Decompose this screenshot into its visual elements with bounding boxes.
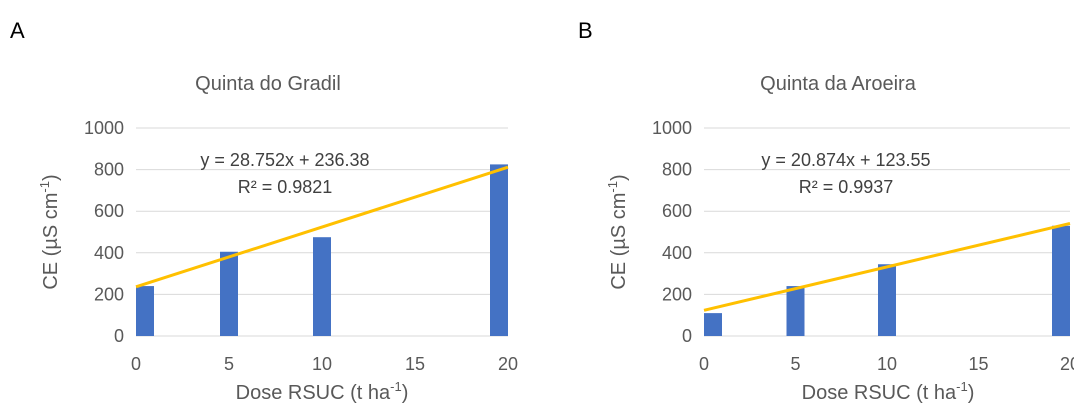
- x-axis-label-end: ): [402, 382, 409, 404]
- y-axis-label: CE (µS cm-1): [37, 174, 62, 289]
- trendline: [703, 222, 1071, 312]
- panel-letter: B: [578, 18, 593, 43]
- x-tick-label: 20: [1060, 354, 1074, 374]
- bar-dose-10: [878, 264, 896, 336]
- bar-dose-20: [490, 164, 508, 336]
- y-tick-label: 0: [682, 326, 692, 346]
- x-tick-label: 10: [877, 354, 897, 374]
- y-axis-label-end: ): [40, 174, 62, 181]
- trendline: [135, 165, 509, 289]
- y-axis-label-sup: -1: [605, 181, 620, 193]
- y-axis-label: CE (µS cm-1): [605, 174, 630, 289]
- y-tick-label: 800: [94, 160, 124, 180]
- y-axis-label-text: CE (µS cm: [608, 193, 630, 290]
- y-tick-label: 1000: [84, 118, 124, 138]
- y-tick-label: 200: [662, 284, 692, 304]
- x-axis-label-sup: -1: [390, 379, 402, 394]
- bar-dose-10: [313, 237, 331, 336]
- x-axis-label-end: ): [968, 382, 975, 404]
- x-axis-label: Dose RSUC (t ha-1): [802, 379, 975, 404]
- x-tick-label: 5: [790, 354, 800, 374]
- x-tick-label: 15: [968, 354, 988, 374]
- y-tick-label: 800: [662, 160, 692, 180]
- x-tick-label: 5: [224, 354, 234, 374]
- y-tick-label: 200: [94, 284, 124, 304]
- bar-dose-0: [136, 286, 154, 336]
- trendline-equation: y = 28.752x + 236.38: [200, 150, 369, 170]
- x-tick-label: 15: [405, 354, 425, 374]
- bar-dose-20: [1052, 225, 1070, 336]
- chart-title: Quinta da Aroeira: [760, 73, 917, 95]
- bar-dose-5: [220, 251, 238, 336]
- y-axis-label-sup: -1: [37, 181, 52, 193]
- bar-dose-5: [786, 286, 805, 336]
- y-tick-label: 0: [114, 326, 124, 346]
- x-axis-label-text: Dose RSUC (t ha: [236, 382, 391, 404]
- trendline-r2: R² = 0.9937: [799, 177, 894, 197]
- chart-panel-b: B Quinta da Aroeira 0 200 400 600 800 1000 0 5 10 1…: [578, 18, 1074, 404]
- x-tick-label: 10: [312, 354, 332, 374]
- x-axis-label: Dose RSUC (t ha-1): [236, 379, 409, 404]
- y-tick-label: 600: [94, 201, 124, 221]
- trendline-equation: y = 20.874x + 123.55: [761, 150, 930, 170]
- trendline-r2: R² = 0.9821: [238, 177, 333, 197]
- bar-dose-0: [704, 313, 722, 336]
- x-axis-label-text: Dose RSUC (t ha: [802, 382, 957, 404]
- x-tick-label: 0: [131, 354, 141, 374]
- panel-letter: A: [10, 18, 25, 43]
- y-tick-label: 1000: [652, 118, 692, 138]
- chart-title: Quinta do Gradil: [195, 73, 341, 95]
- x-axis-label-sup: -1: [956, 379, 968, 394]
- y-tick-label: 600: [662, 201, 692, 221]
- x-tick-label: 0: [699, 354, 709, 374]
- x-tick-label: 20: [498, 354, 518, 374]
- y-axis-label-text: CE (µS cm: [40, 193, 62, 290]
- chart-panel-a: A Quinta do Gradil 0 200 400 600 800 1000 0 5 10 15…: [10, 18, 518, 404]
- y-axis-label-end: ): [608, 174, 630, 181]
- y-tick-label: 400: [662, 243, 692, 263]
- y-tick-label: 400: [94, 243, 124, 263]
